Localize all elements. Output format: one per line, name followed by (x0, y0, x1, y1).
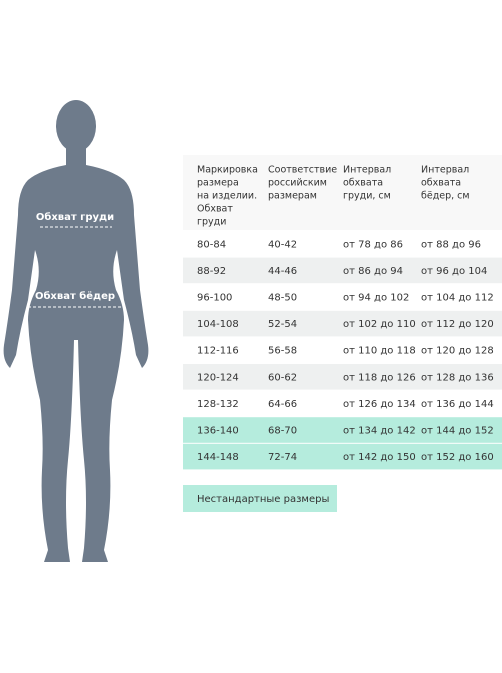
cell: 104-108 (197, 319, 239, 330)
cell: от 86 до 94 (343, 266, 403, 277)
cell: от 104 до 112 (421, 293, 494, 304)
body (3, 148, 149, 562)
cell: от 128 до 136 (421, 372, 494, 383)
chest-label: Обхват груди (36, 211, 114, 223)
header-cell: размера (197, 178, 239, 189)
cell: 96-100 (197, 293, 232, 304)
header-cell: Соответствие (268, 165, 337, 176)
cell: от 94 до 102 (343, 293, 409, 304)
cell: 128-132 (197, 399, 239, 410)
cell: 44-46 (268, 266, 297, 277)
cell: от 110 до 118 (343, 346, 416, 357)
header-cell: обхвата (343, 178, 383, 189)
cell: 68-70 (268, 426, 297, 437)
header-cell: Обхват (197, 204, 233, 215)
header-cell: груди, см (343, 191, 391, 202)
row-bg (183, 364, 502, 390)
cell: от 136 до 144 (421, 399, 494, 410)
cell: 64-66 (268, 399, 297, 410)
cell: 56-58 (268, 346, 297, 357)
cell: 72-74 (268, 452, 297, 463)
cell: от 112 до 120 (421, 319, 494, 330)
cell: 136-140 (197, 426, 239, 437)
row-bg (183, 443, 502, 470)
header-cell: размерам (268, 191, 317, 202)
cell: 120-124 (197, 372, 239, 383)
silhouette (3, 100, 149, 562)
cell: 112-116 (197, 346, 239, 357)
cell: 48-50 (268, 293, 297, 304)
cell: от 142 до 150 (343, 452, 416, 463)
cell: от 78 до 86 (343, 239, 403, 250)
header-cell: Интервал (421, 165, 469, 176)
table-header-bg (183, 155, 502, 230)
header-cell: обхвата (421, 178, 461, 189)
button-label[interactable]: Нестандартные размеры (197, 494, 329, 505)
cell: 80-84 (197, 239, 226, 250)
cell: от 120 до 128 (421, 346, 494, 357)
cell: 144-148 (197, 452, 239, 463)
cell: от 118 до 126 (343, 372, 416, 383)
header-cell: бёдер, см (421, 191, 470, 202)
row-bg (183, 257, 502, 284)
header-cell: Интервал (343, 165, 391, 176)
header-cell: Маркировка (197, 165, 258, 176)
cell: от 134 до 142 (343, 426, 416, 437)
cell: от 88 до 96 (421, 239, 481, 250)
cell: от 144 до 152 (421, 426, 494, 437)
table: Маркировка размера на изделии. Обхват груди С… (183, 165, 502, 470)
cell: 40-42 (268, 239, 297, 250)
header-cell: российским (268, 178, 327, 189)
cell: от 102 до 110 (343, 319, 416, 330)
cell: от 96 до 104 (421, 266, 487, 277)
head (56, 100, 96, 152)
cell: 88-92 (197, 266, 226, 277)
cell: от 126 до 134 (343, 399, 416, 410)
row-bg (183, 417, 502, 443)
cell: 60-62 (268, 372, 297, 383)
row-bg (183, 310, 502, 337)
button[interactable] (183, 485, 337, 512)
header-cell: на изделии. (197, 191, 257, 202)
cell: от 152 до 160 (421, 452, 494, 463)
cell: 52-54 (268, 319, 297, 330)
header-cell: груди (197, 217, 226, 228)
hips-label: Обхват бёдер (35, 290, 115, 302)
